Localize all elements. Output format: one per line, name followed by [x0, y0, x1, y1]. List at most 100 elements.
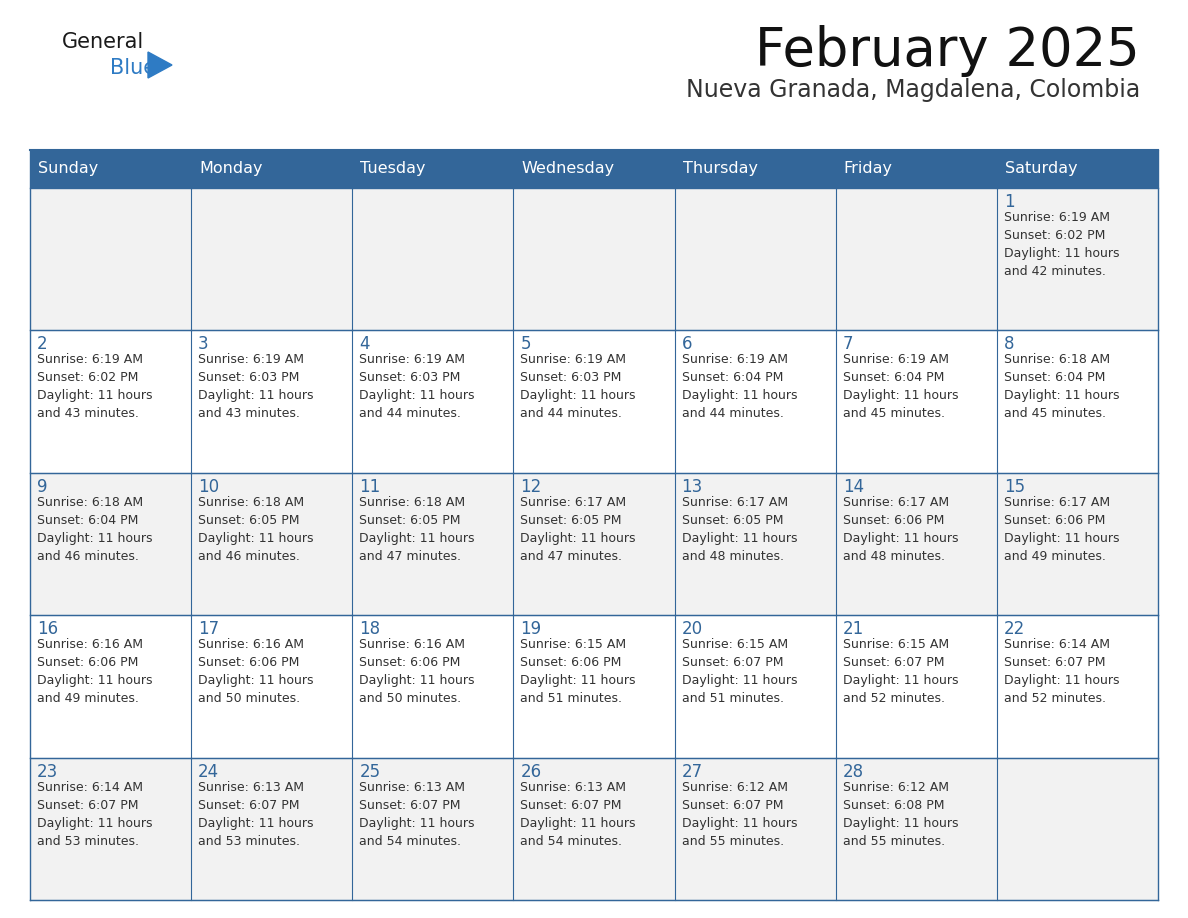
Bar [513, 188, 675, 330]
Text: Sunset: 6:05 PM: Sunset: 6:05 PM [198, 514, 299, 527]
Text: Sunrise: 6:19 AM: Sunrise: 6:19 AM [842, 353, 949, 366]
Text: and 55 minutes.: and 55 minutes. [842, 834, 944, 847]
Text: Daylight: 11 hours: Daylight: 11 hours [520, 389, 636, 402]
Text: and 53 minutes.: and 53 minutes. [198, 834, 301, 847]
Bar [513, 150, 675, 188]
Text: Daylight: 11 hours: Daylight: 11 hours [37, 532, 152, 544]
Text: Daylight: 11 hours: Daylight: 11 hours [198, 817, 314, 830]
Text: 13: 13 [682, 477, 703, 496]
Text: Daylight: 11 hours: Daylight: 11 hours [359, 389, 475, 402]
Text: and 47 minutes.: and 47 minutes. [520, 550, 623, 563]
Text: Sunset: 6:06 PM: Sunset: 6:06 PM [842, 514, 944, 527]
Text: and 46 minutes.: and 46 minutes. [198, 550, 301, 563]
Text: Daylight: 11 hours: Daylight: 11 hours [1004, 389, 1119, 402]
Bar [353, 150, 513, 188]
Text: Daylight: 11 hours: Daylight: 11 hours [682, 532, 797, 544]
Text: and 49 minutes.: and 49 minutes. [37, 692, 139, 705]
Text: Sunrise: 6:16 AM: Sunrise: 6:16 AM [359, 638, 466, 651]
Text: Sunset: 6:03 PM: Sunset: 6:03 PM [198, 372, 299, 385]
Text: 17: 17 [198, 621, 220, 638]
Text: Sunset: 6:08 PM: Sunset: 6:08 PM [842, 799, 944, 812]
Text: Sunset: 6:05 PM: Sunset: 6:05 PM [682, 514, 783, 527]
Bar [30, 188, 191, 330]
Text: Sunrise: 6:17 AM: Sunrise: 6:17 AM [842, 496, 949, 509]
Text: Sunday: Sunday [38, 162, 99, 176]
Text: Sunset: 6:03 PM: Sunset: 6:03 PM [520, 372, 621, 385]
Bar [675, 757, 835, 900]
Polygon shape [148, 52, 172, 78]
Text: 19: 19 [520, 621, 542, 638]
Text: and 49 minutes.: and 49 minutes. [1004, 550, 1106, 563]
Text: Sunrise: 6:18 AM: Sunrise: 6:18 AM [359, 496, 466, 509]
Bar [30, 615, 191, 757]
Text: Daylight: 11 hours: Daylight: 11 hours [520, 817, 636, 830]
Text: Sunrise: 6:14 AM: Sunrise: 6:14 AM [37, 780, 143, 793]
Text: and 48 minutes.: and 48 minutes. [682, 550, 784, 563]
Text: 15: 15 [1004, 477, 1025, 496]
Bar [513, 473, 675, 615]
Text: and 48 minutes.: and 48 minutes. [842, 550, 944, 563]
Bar [997, 615, 1158, 757]
Text: Sunset: 6:07 PM: Sunset: 6:07 PM [682, 799, 783, 812]
Text: 22: 22 [1004, 621, 1025, 638]
Text: and 54 minutes.: and 54 minutes. [520, 834, 623, 847]
Text: Sunrise: 6:12 AM: Sunrise: 6:12 AM [682, 780, 788, 793]
Text: Sunrise: 6:19 AM: Sunrise: 6:19 AM [198, 353, 304, 366]
Text: General: General [62, 32, 144, 52]
Text: 7: 7 [842, 335, 853, 353]
Text: Sunset: 6:04 PM: Sunset: 6:04 PM [1004, 372, 1105, 385]
Text: 11: 11 [359, 477, 380, 496]
Text: Wednesday: Wednesday [522, 162, 614, 176]
Text: 14: 14 [842, 477, 864, 496]
Text: 18: 18 [359, 621, 380, 638]
Text: Sunrise: 6:16 AM: Sunrise: 6:16 AM [37, 638, 143, 651]
Bar [30, 473, 191, 615]
Text: Daylight: 11 hours: Daylight: 11 hours [842, 532, 959, 544]
Bar [835, 150, 997, 188]
Text: 23: 23 [37, 763, 58, 780]
Bar [353, 188, 513, 330]
Text: and 51 minutes.: and 51 minutes. [520, 692, 623, 705]
Text: Friday: Friday [843, 162, 892, 176]
Text: and 43 minutes.: and 43 minutes. [198, 408, 301, 420]
Text: Sunset: 6:07 PM: Sunset: 6:07 PM [842, 656, 944, 669]
Text: 2: 2 [37, 335, 48, 353]
Text: Sunrise: 6:19 AM: Sunrise: 6:19 AM [682, 353, 788, 366]
Bar [353, 757, 513, 900]
Text: and 45 minutes.: and 45 minutes. [842, 408, 944, 420]
Text: and 43 minutes.: and 43 minutes. [37, 408, 139, 420]
Text: 28: 28 [842, 763, 864, 780]
Bar [997, 473, 1158, 615]
Text: Daylight: 11 hours: Daylight: 11 hours [198, 674, 314, 688]
Text: and 50 minutes.: and 50 minutes. [359, 692, 461, 705]
Text: Daylight: 11 hours: Daylight: 11 hours [37, 389, 152, 402]
Text: Daylight: 11 hours: Daylight: 11 hours [842, 389, 959, 402]
Bar [675, 150, 835, 188]
Text: Daylight: 11 hours: Daylight: 11 hours [359, 532, 475, 544]
Text: Sunset: 6:06 PM: Sunset: 6:06 PM [37, 656, 138, 669]
Text: Sunrise: 6:15 AM: Sunrise: 6:15 AM [842, 638, 949, 651]
Text: Sunset: 6:06 PM: Sunset: 6:06 PM [1004, 514, 1105, 527]
Bar [353, 330, 513, 473]
Text: and 50 minutes.: and 50 minutes. [198, 692, 301, 705]
Text: Sunset: 6:05 PM: Sunset: 6:05 PM [520, 514, 623, 527]
Bar [191, 188, 353, 330]
Text: Sunrise: 6:19 AM: Sunrise: 6:19 AM [359, 353, 466, 366]
Text: and 51 minutes.: and 51 minutes. [682, 692, 784, 705]
Text: Sunset: 6:07 PM: Sunset: 6:07 PM [359, 799, 461, 812]
Text: Sunrise: 6:13 AM: Sunrise: 6:13 AM [520, 780, 626, 793]
Text: 25: 25 [359, 763, 380, 780]
Bar [997, 188, 1158, 330]
Text: 3: 3 [198, 335, 209, 353]
Text: Daylight: 11 hours: Daylight: 11 hours [198, 389, 314, 402]
Text: 24: 24 [198, 763, 220, 780]
Text: Sunrise: 6:19 AM: Sunrise: 6:19 AM [1004, 211, 1110, 224]
Bar [353, 615, 513, 757]
Text: Sunrise: 6:17 AM: Sunrise: 6:17 AM [1004, 496, 1110, 509]
Text: and 53 minutes.: and 53 minutes. [37, 834, 139, 847]
Text: Sunrise: 6:17 AM: Sunrise: 6:17 AM [520, 496, 626, 509]
Bar [675, 188, 835, 330]
Text: and 46 minutes.: and 46 minutes. [37, 550, 139, 563]
Text: Daylight: 11 hours: Daylight: 11 hours [682, 817, 797, 830]
Text: Daylight: 11 hours: Daylight: 11 hours [1004, 532, 1119, 544]
